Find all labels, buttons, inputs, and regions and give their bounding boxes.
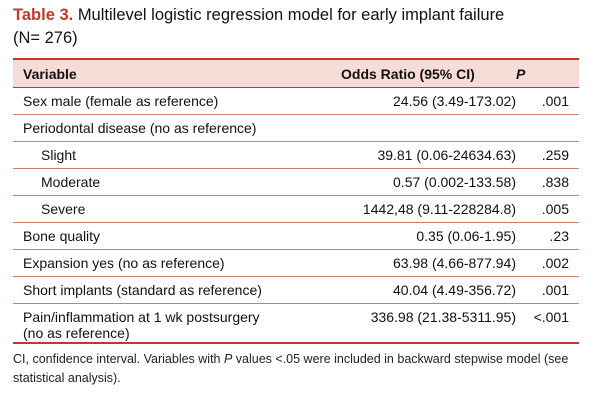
table-row: Severe 1442,48 (9.11-228284.8) .005 [13,195,579,223]
cell-variable: Periodontal disease (no as reference) [13,114,341,142]
table-row: Slight 39.81 (0.06-24634.63) .259 [13,141,579,169]
cell-p-value: .838 [516,168,579,196]
cell-p-value: <.001 [533,309,569,325]
table-footnote: CI, confidence interval. Variables with … [13,350,579,388]
cell-p-value: .005 [516,195,579,223]
cell-odds-ratio: 24.56 (3.49-173.02) [341,87,516,115]
table-row: Moderate 0.57 (0.002-133.58) .838 [13,168,579,196]
regression-table: Variable Odds Ratio (95% CI) P Sex male … [13,60,579,363]
table-label: Table 3. [13,6,74,24]
header-p-value: P [516,60,579,88]
cell-variable: Short implants (standard as reference) [13,276,341,304]
table-row: Sex male (female as reference) 24.56 (3.… [13,87,579,115]
footnote-text-2: values <.05 were included in backward st… [13,352,569,385]
header-row: Variable Odds Ratio (95% CI) P [13,60,579,88]
cell-variable-line2: (no as reference) [23,325,130,341]
cell-p-value: .259 [516,141,579,169]
cell-p-value: .001 [516,87,579,115]
cell-p-value [516,114,579,142]
cell-p-value: .23 [516,222,579,250]
table-subtitle: (N= 276) [13,29,78,47]
cell-odds-ratio: 0.35 (0.06-1.95) [341,222,516,250]
cell-variable: Bone quality [13,222,341,250]
table-title: Multilevel logistic regression model for… [77,6,505,24]
cell-odds-ratio: 63.98 (4.66-877.94) [341,249,516,277]
table-row: Bone quality 0.35 (0.06-1.95) .23 [13,222,579,250]
cell-p-value: .002 [516,249,579,277]
footnote-text-1: CI, confidence interval. Variables with [13,352,224,366]
cell-odds-ratio: 1442,48 (9.11-228284.8) [341,195,516,223]
cell-odds-ratio: 336.98 (21.38-5311.95) [370,309,516,325]
table-caption: Table 3. Multilevel logistic regression … [13,4,579,50]
footnote-p-symbol: P [223,352,233,366]
table-row: Expansion yes (no as reference) 63.98 (4… [13,249,579,277]
cell-variable: Slight [13,141,341,169]
cell-odds-ratio: 40.04 (4.49-356.72) [341,276,516,304]
table-row: Pain/inflammation at 1 wk postsurgery (n… [13,304,579,364]
bottom-rule [13,342,579,344]
header-odds-ratio: Odds Ratio (95% CI) [341,60,516,88]
cell-odds-ratio: 39.81 (0.06-24634.63) [341,141,516,169]
cell-variable: Pain/inflammation at 1 wk postsurgery (n… [13,304,341,364]
cell-variable: Severe [13,195,341,223]
cell-variable-line1: Pain/inflammation at 1 wk postsurgery [23,309,260,325]
cell-variable: Sex male (female as reference) [13,87,341,115]
cell-variable: Moderate [13,168,341,196]
table-row: Periodontal disease (no as reference) [13,114,579,142]
header-variable: Variable [13,60,341,88]
top-rule [13,58,579,60]
cell-odds-ratio: 0.57 (0.002-133.58) [341,168,516,196]
cell-variable: Expansion yes (no as reference) [13,249,341,277]
cell-odds-ratio [341,114,516,142]
table-row: Short implants (standard as reference) 4… [13,276,579,304]
cell-p-value: .001 [516,276,579,304]
